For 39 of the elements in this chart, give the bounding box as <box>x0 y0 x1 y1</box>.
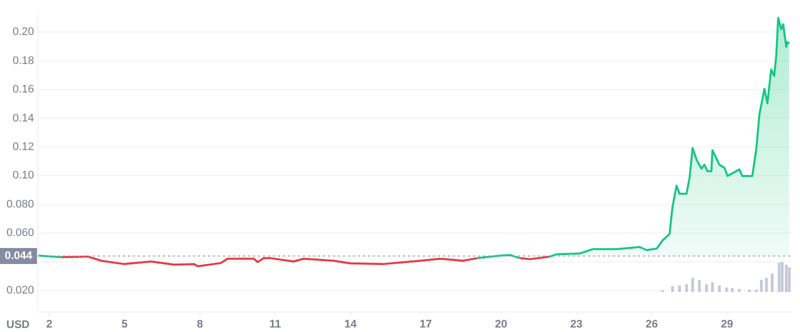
bar <box>784 264 788 292</box>
x-tick-label: 11 <box>269 318 282 331</box>
y-tick-label: 0.18 <box>12 54 34 67</box>
bar <box>698 280 701 292</box>
y-tick-label: 0.12 <box>12 140 34 153</box>
bar <box>685 284 688 292</box>
bar <box>705 284 708 292</box>
y-axis-title: USD <box>6 319 30 332</box>
bar <box>678 285 681 292</box>
bar <box>725 288 728 292</box>
x-tick-label: 8 <box>196 318 203 331</box>
ref-line-label: 0.044 <box>4 250 34 262</box>
x-tick-label: 14 <box>344 318 358 331</box>
y-tick-label: 0.020 <box>6 284 34 297</box>
y-tick-label: 0.14 <box>12 112 34 124</box>
x-tick-label: 5 <box>122 318 128 331</box>
x-tick-label: 2 <box>46 318 52 331</box>
x-tick-label: 29 <box>720 318 734 331</box>
bar <box>691 278 694 292</box>
x-tick-label: 23 <box>570 318 583 331</box>
x-tick-label: 26 <box>646 318 658 331</box>
bar <box>778 262 781 292</box>
bar <box>760 280 763 292</box>
bar <box>770 273 774 292</box>
bar <box>711 282 714 292</box>
bar <box>730 288 734 292</box>
y-tick-label: 0.20 <box>12 26 34 38</box>
y-tick-label: 0.16 <box>12 84 34 96</box>
bar <box>718 285 721 292</box>
x-tick-label: 17 <box>420 318 432 331</box>
y-tick-label: 0.080 <box>6 198 34 210</box>
bar <box>788 267 791 292</box>
bar <box>780 262 784 292</box>
bar <box>765 278 768 292</box>
bar <box>738 289 741 292</box>
bar <box>671 286 674 292</box>
x-tick-label: 20 <box>494 318 508 331</box>
y-tick-label: 0.10 <box>12 170 34 182</box>
y-tick-label: 0.060 <box>6 227 34 240</box>
